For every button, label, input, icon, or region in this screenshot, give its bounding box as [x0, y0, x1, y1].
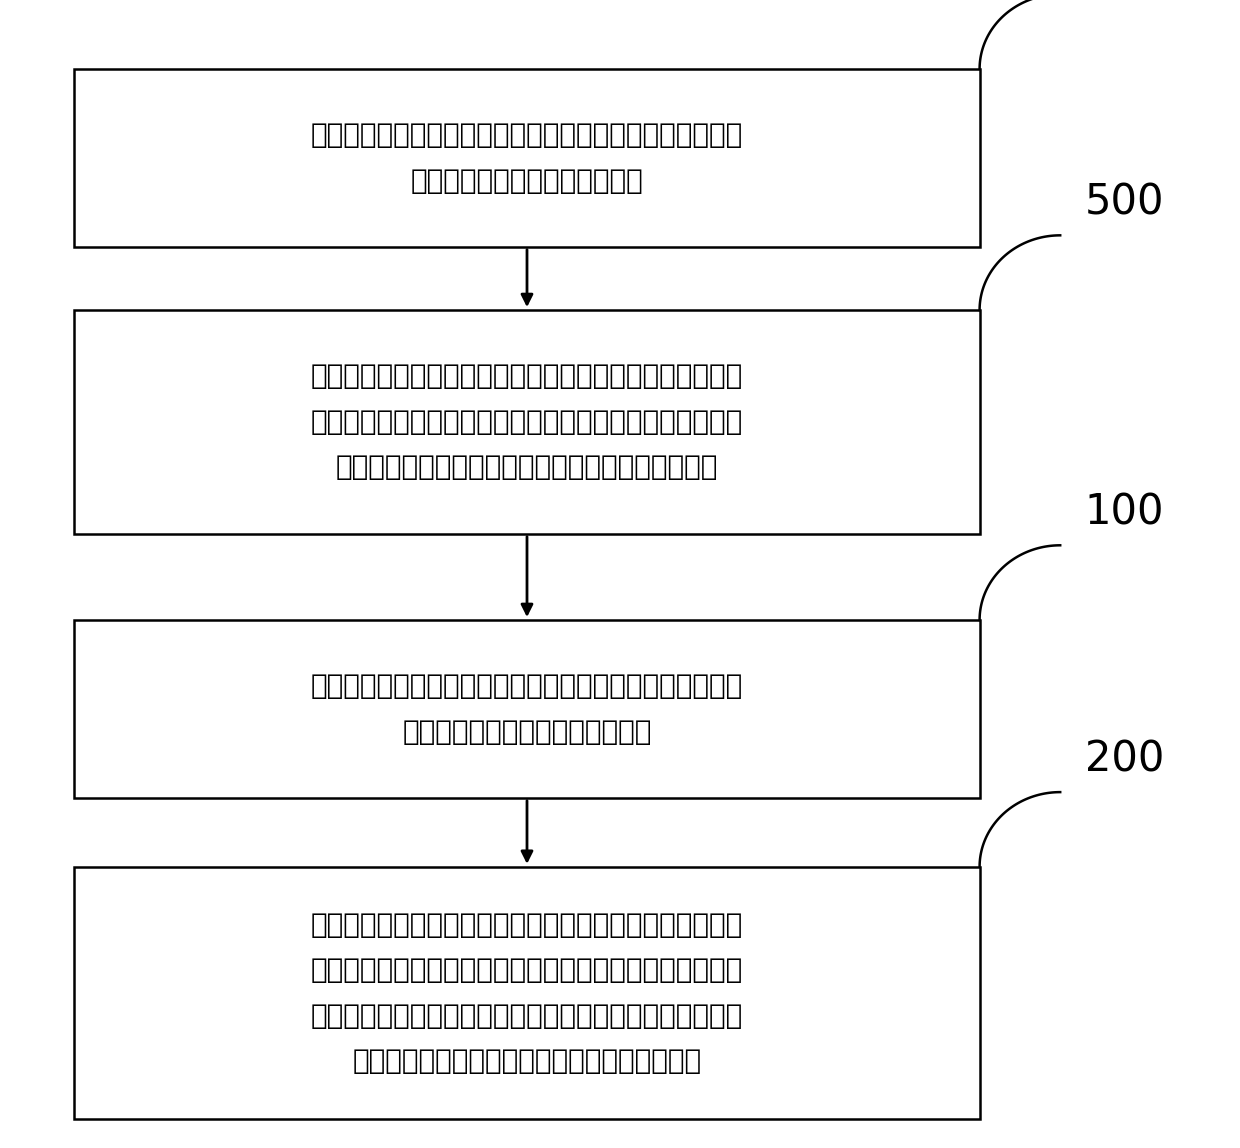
Text: 获取所述自助柜员机的当前清机周期内的交易数据、地理位
置及所述地理位置的天气预报数据: 获取所述自助柜员机的当前清机周期内的交易数据、地理位 置及所述地理位置的天气预报…: [311, 672, 743, 746]
FancyBboxPatch shape: [74, 867, 980, 1119]
FancyBboxPatch shape: [74, 69, 980, 247]
Text: 500: 500: [1085, 181, 1164, 224]
Text: 根据自助柜员机目标清机周期内的法定假日、所述当前清机
周期内的交易数据、所述地理位置、所述目标清机周期内的
天气预报数据及预设的所述自助柜员机现金用量预测模型，: 根据自助柜员机目标清机周期内的法定假日、所述当前清机 周期内的交易数据、所述地理…: [311, 910, 743, 1076]
Text: 获取所述自助柜员机的历史清机周期内的交易数据、地理位
置及历史清机周期内的天气数据: 获取所述自助柜员机的历史清机周期内的交易数据、地理位 置及历史清机周期内的天气数…: [311, 121, 743, 195]
FancyBboxPatch shape: [74, 310, 980, 534]
Text: 200: 200: [1085, 738, 1164, 781]
Text: 100: 100: [1085, 491, 1164, 534]
FancyBboxPatch shape: [74, 620, 980, 798]
Text: 根据历史清机周期内的法定假日、所述历史清机周期内的交
易数据、所述地理位置及所述历史清机周期内的天气数据，
利用机器学习算法生成自助柜员机现金用量预测模型: 根据历史清机周期内的法定假日、所述历史清机周期内的交 易数据、所述地理位置及所述…: [311, 363, 743, 481]
